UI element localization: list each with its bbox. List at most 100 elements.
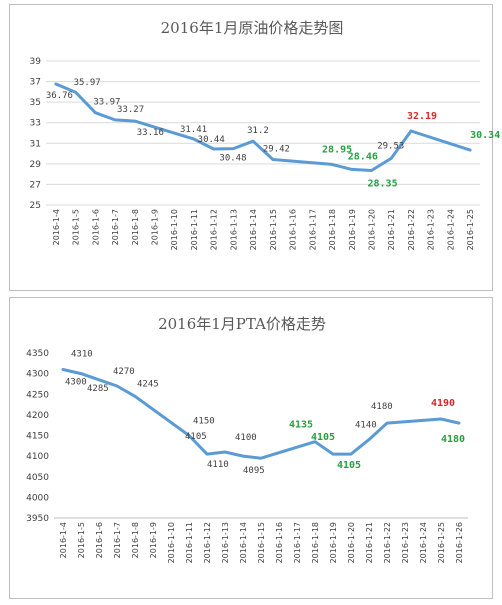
- data-label: 4140: [355, 421, 377, 431]
- data-point: [271, 158, 275, 161]
- data-point: [61, 368, 65, 371]
- x-tick-label: 2016-1-22: [407, 209, 416, 250]
- x-tick-label: 2016-1-5: [72, 209, 81, 245]
- data-point: [97, 378, 101, 382]
- x-tick-label: 2016-1-26: [455, 522, 464, 563]
- chart-title: 2016年1月PTA价格走势: [158, 315, 326, 333]
- y-tick-label: 35: [30, 98, 41, 108]
- x-tick-label: 2016-1-15: [269, 209, 278, 250]
- data-label: 4105: [337, 460, 361, 471]
- x-tick-label: 2016-1-23: [401, 522, 410, 563]
- x-tick-label: 2016-1-19: [329, 522, 338, 563]
- x-tick-label: 2016-1-18: [311, 522, 320, 563]
- x-tick-label: 2016-1-21: [387, 209, 396, 250]
- x-tick-label: 2016-1-9: [149, 522, 158, 558]
- data-point: [350, 168, 353, 171]
- data-point: [331, 452, 335, 456]
- data-label: 4105: [311, 432, 335, 443]
- data-point: [115, 384, 119, 388]
- x-tick-label: 2016-1-5: [77, 522, 86, 558]
- x-tick-label: 2016-1-4: [52, 209, 61, 245]
- y-tick-label: 25: [30, 201, 41, 211]
- x-tick-label: 2016-1-24: [419, 522, 428, 563]
- x-tick-label: 2016-1-6: [95, 522, 104, 558]
- data-point: [409, 129, 413, 133]
- data-point: [349, 452, 353, 456]
- data-point: [187, 434, 191, 437]
- data-label: 30.44: [198, 135, 225, 145]
- data-label: 32.19: [407, 111, 437, 122]
- x-tick-label: 2016-1-18: [328, 209, 337, 250]
- data-label: 4110: [207, 460, 229, 470]
- data-point: [133, 119, 136, 123]
- y-tick-label: 4250: [26, 390, 49, 400]
- data-label: 36.76: [46, 91, 73, 101]
- data-label: 31.41: [180, 125, 207, 135]
- data-label: 33.27: [117, 105, 144, 115]
- x-tick-label: 2016-1-12: [203, 522, 212, 563]
- x-tick-label: 2016-1-14: [239, 522, 248, 563]
- x-tick-label: 2016-1-7: [111, 209, 120, 245]
- data-point: [205, 452, 209, 456]
- x-tick-label: 2016-1-25: [437, 522, 446, 563]
- x-tick-label: 2016-1-16: [289, 209, 298, 250]
- x-tick-label: 2016-1-10: [167, 522, 176, 563]
- data-point: [94, 111, 97, 114]
- y-tick-label: 4350: [26, 349, 49, 359]
- data-point: [192, 137, 196, 141]
- data-point: [241, 454, 245, 458]
- data-label: 31.2: [247, 126, 269, 136]
- y-tick-label: 4200: [26, 411, 49, 421]
- data-point: [223, 450, 227, 454]
- x-tick-label: 2016-1-17: [308, 209, 317, 250]
- y-tick-label: 4300: [26, 370, 49, 380]
- x-tick-label: 2016-1-9: [151, 209, 160, 245]
- x-tick-label: 2016-1-21: [365, 522, 374, 563]
- y-tick-label: 4050: [26, 473, 49, 483]
- data-point: [251, 140, 255, 143]
- x-tick-label: 2016-1-10: [170, 209, 179, 250]
- y-tick-label: 33: [30, 119, 41, 129]
- x-tick-label: 2016-1-22: [383, 522, 392, 563]
- data-point: [367, 438, 371, 441]
- data-label: 4150: [193, 417, 215, 427]
- data-label: 4270: [113, 367, 135, 377]
- data-label: 30.48: [219, 154, 246, 164]
- data-label: 30.34: [470, 130, 500, 141]
- y-tick-label: 31: [30, 139, 41, 149]
- x-tick-label: 2016-1-15: [257, 522, 266, 563]
- x-tick-label: 2016-1-8: [131, 522, 140, 558]
- x-tick-label: 2016-1-11: [190, 209, 199, 250]
- data-label: 28.95: [322, 144, 352, 155]
- x-tick-label: 2016-1-7: [113, 522, 122, 558]
- y-tick-label: 29: [30, 160, 42, 170]
- x-tick-label: 2016-1-12: [210, 209, 219, 250]
- series-line: [61, 368, 461, 460]
- data-point: [133, 395, 137, 398]
- data-label: 4105: [185, 432, 207, 442]
- data-label: 4095: [243, 466, 265, 476]
- data-point: [390, 157, 393, 160]
- series-line: [54, 82, 472, 172]
- pta-line-chart: 2016年1月PTA价格走势 3950 4000 4050 4100 4150 4200 4…: [26, 315, 468, 563]
- data-label: 4180: [371, 402, 393, 412]
- x-tick-label: 2016-1-17: [293, 522, 302, 563]
- x-tick-label: 2016-1-20: [347, 522, 356, 563]
- data-point: [370, 169, 373, 172]
- x-tick-label: 2016-1-11: [185, 522, 194, 563]
- x-tick-label: 2016-1-20: [368, 209, 377, 250]
- y-tick-label: 3950: [26, 514, 49, 524]
- data-point: [54, 82, 58, 86]
- x-tick-label: 2016-1-8: [131, 209, 140, 245]
- data-label: 4310: [71, 350, 93, 360]
- x-tick-label: 2016-1-19: [348, 209, 357, 250]
- data-label: 29.53: [377, 141, 404, 151]
- y-tick-label: 37: [30, 78, 41, 88]
- x-tick-label: 2016-1-25: [466, 209, 475, 250]
- data-point: [457, 421, 461, 425]
- data-point: [212, 147, 215, 151]
- data-point: [113, 118, 117, 122]
- data-point: [259, 456, 263, 460]
- crude-oil-line-chart: 2016年1月原油价格走势图 25 27 29 31 33 35 37 39 2016-1-4 2…: [30, 19, 501, 250]
- data-label: 33.16: [137, 128, 164, 138]
